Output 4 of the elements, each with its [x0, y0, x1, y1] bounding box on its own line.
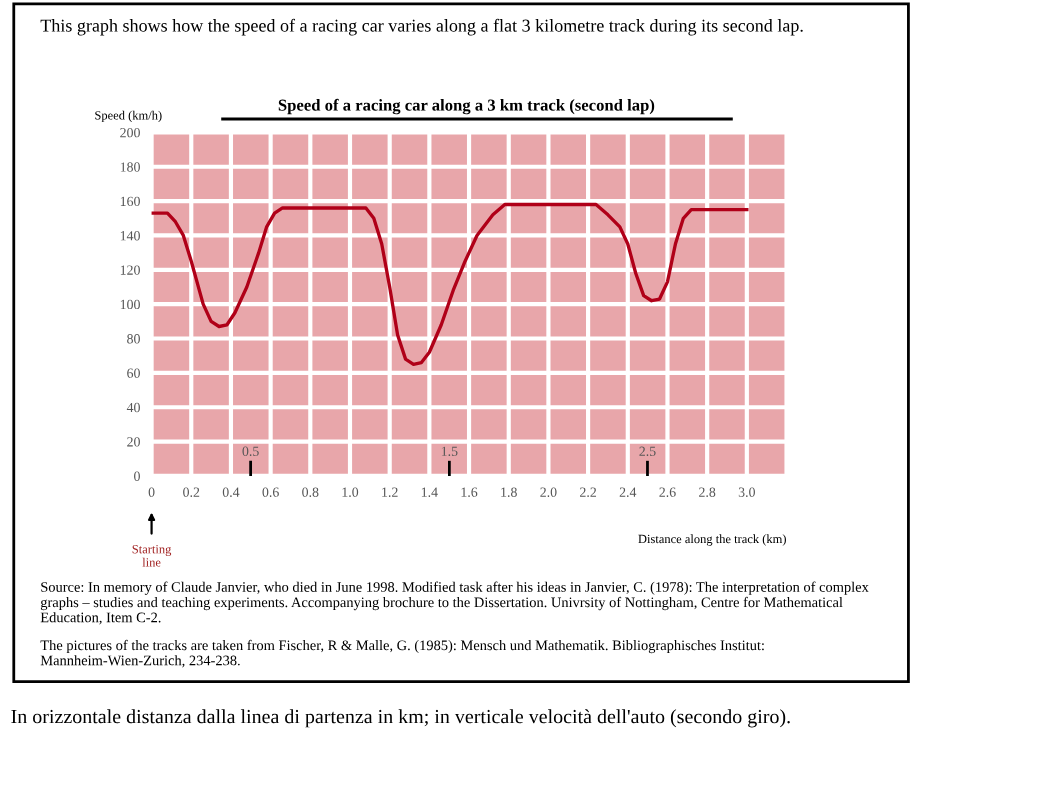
chart-title: Speed of a racing car along a 3 km track (second lap) — [278, 98, 655, 115]
text: In orizzontale distanza dalla linea di partenza in km; in verticale velocità dell'auto (secondo giro). — [11, 709, 790, 728]
line-series — [151, 202, 749, 366]
text: This graph shows how the speed of a racing car varies along a flat 3 kilometre track during its second lap. — [40, 18, 803, 36]
